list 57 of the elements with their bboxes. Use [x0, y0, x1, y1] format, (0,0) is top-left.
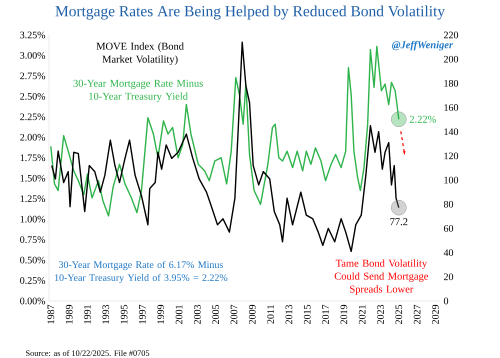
y-tick-label: 0.50% — [20, 256, 46, 264]
text: MOVE Index (Bond Market Volatility) — [96, 42, 184, 65]
y2-tick-label: 80 — [444, 200, 454, 208]
x-tick-label: 2019 — [340, 304, 348, 324]
x-tick-label: 2021 — [358, 305, 366, 324]
y-tick-label: 0.25% — [20, 277, 46, 284]
x-tick-label: 2023 — [377, 304, 384, 324]
y-tick-label: 1.25% — [20, 195, 46, 202]
y2-tick-label: 220 — [444, 32, 458, 38]
x-tick-label: 2017 — [322, 304, 329, 324]
chart-title: Mortgage Rates Are Being Helped by Reduced Bond Volatility — [55, 6, 445, 20]
annotation: Tame Bond Volatility Could Send Mortgage Spreads Lower — [334, 259, 428, 295]
y2-tick-label: 200 — [444, 56, 458, 63]
y2-tick-label: 100 — [444, 176, 458, 184]
y-tick-label: 3.00% — [20, 52, 46, 59]
x-tick-label: 2009 — [248, 304, 256, 324]
y2-tick-label: 60 — [444, 225, 454, 232]
y-tick-label: 2.00% — [20, 134, 46, 141]
y2-tick-label: 120 — [444, 152, 458, 160]
x-tick-label: 2003 — [194, 304, 201, 324]
y-tick-label: 2.75% — [20, 72, 46, 80]
annotation: 2.22% — [410, 116, 436, 123]
x-tick-label: 1989 — [66, 304, 73, 324]
x-tick-label: 1987 — [47, 304, 54, 324]
x-tick-label: 2025 — [395, 304, 402, 324]
y2-tick-label: 180 — [444, 80, 458, 87]
y2-tick-label: 160 — [444, 104, 458, 111]
x-tick-label: 1997 — [139, 304, 146, 324]
y-tick-label: 3.25% — [20, 32, 46, 38]
y-tick-label: 1.50% — [20, 174, 46, 182]
x-tick-label: 1999 — [157, 304, 164, 324]
y2-tick-label: 40 — [444, 249, 454, 256]
source-note: Source: as of 10/22/2025. File #0705 — [26, 350, 150, 356]
x-tick-label: 1995 — [120, 304, 128, 324]
y-tick-label: 0.75% — [20, 236, 46, 243]
x-tick-label: 2013 — [286, 304, 292, 324]
x-tick-label: 2001 — [176, 305, 182, 324]
y-tick-label: 2.25% — [20, 113, 46, 120]
y2-tick-label: 20 — [444, 273, 454, 280]
y2-tick-label: 140 — [444, 128, 458, 136]
series-label: 30-Year Mortgage Rate Minus 10-Year Treasury Yield — [74, 80, 203, 102]
y-tick-label: 1.00% — [20, 216, 46, 223]
x-tick-label: 2007 — [230, 304, 238, 324]
y-tick-label: 2.50% — [20, 93, 46, 100]
x-tick-label: 2005 — [212, 304, 220, 324]
annotation: @JeffWeniger — [392, 40, 454, 50]
annotation: 77.2 — [390, 218, 408, 226]
x-tick-label: 2015 — [304, 304, 311, 324]
y-tick-label: 1.75% — [20, 154, 46, 162]
x-tick-label: 2027 — [414, 304, 420, 324]
x-tick-label: 2029 — [432, 304, 439, 324]
annotation: 30-Year Mortgage Rate of 6.17% Minus 10-Year Treasury Yield of 3.95% = 2.22% — [54, 260, 228, 284]
y-tick-label: 0.00% — [20, 298, 46, 304]
x-tick-label: 1991 — [84, 305, 91, 324]
x-tick-label: 1993 — [102, 304, 110, 324]
y2-tick-label: 0 — [444, 298, 448, 304]
x-tick-label: 2011 — [267, 305, 274, 324]
